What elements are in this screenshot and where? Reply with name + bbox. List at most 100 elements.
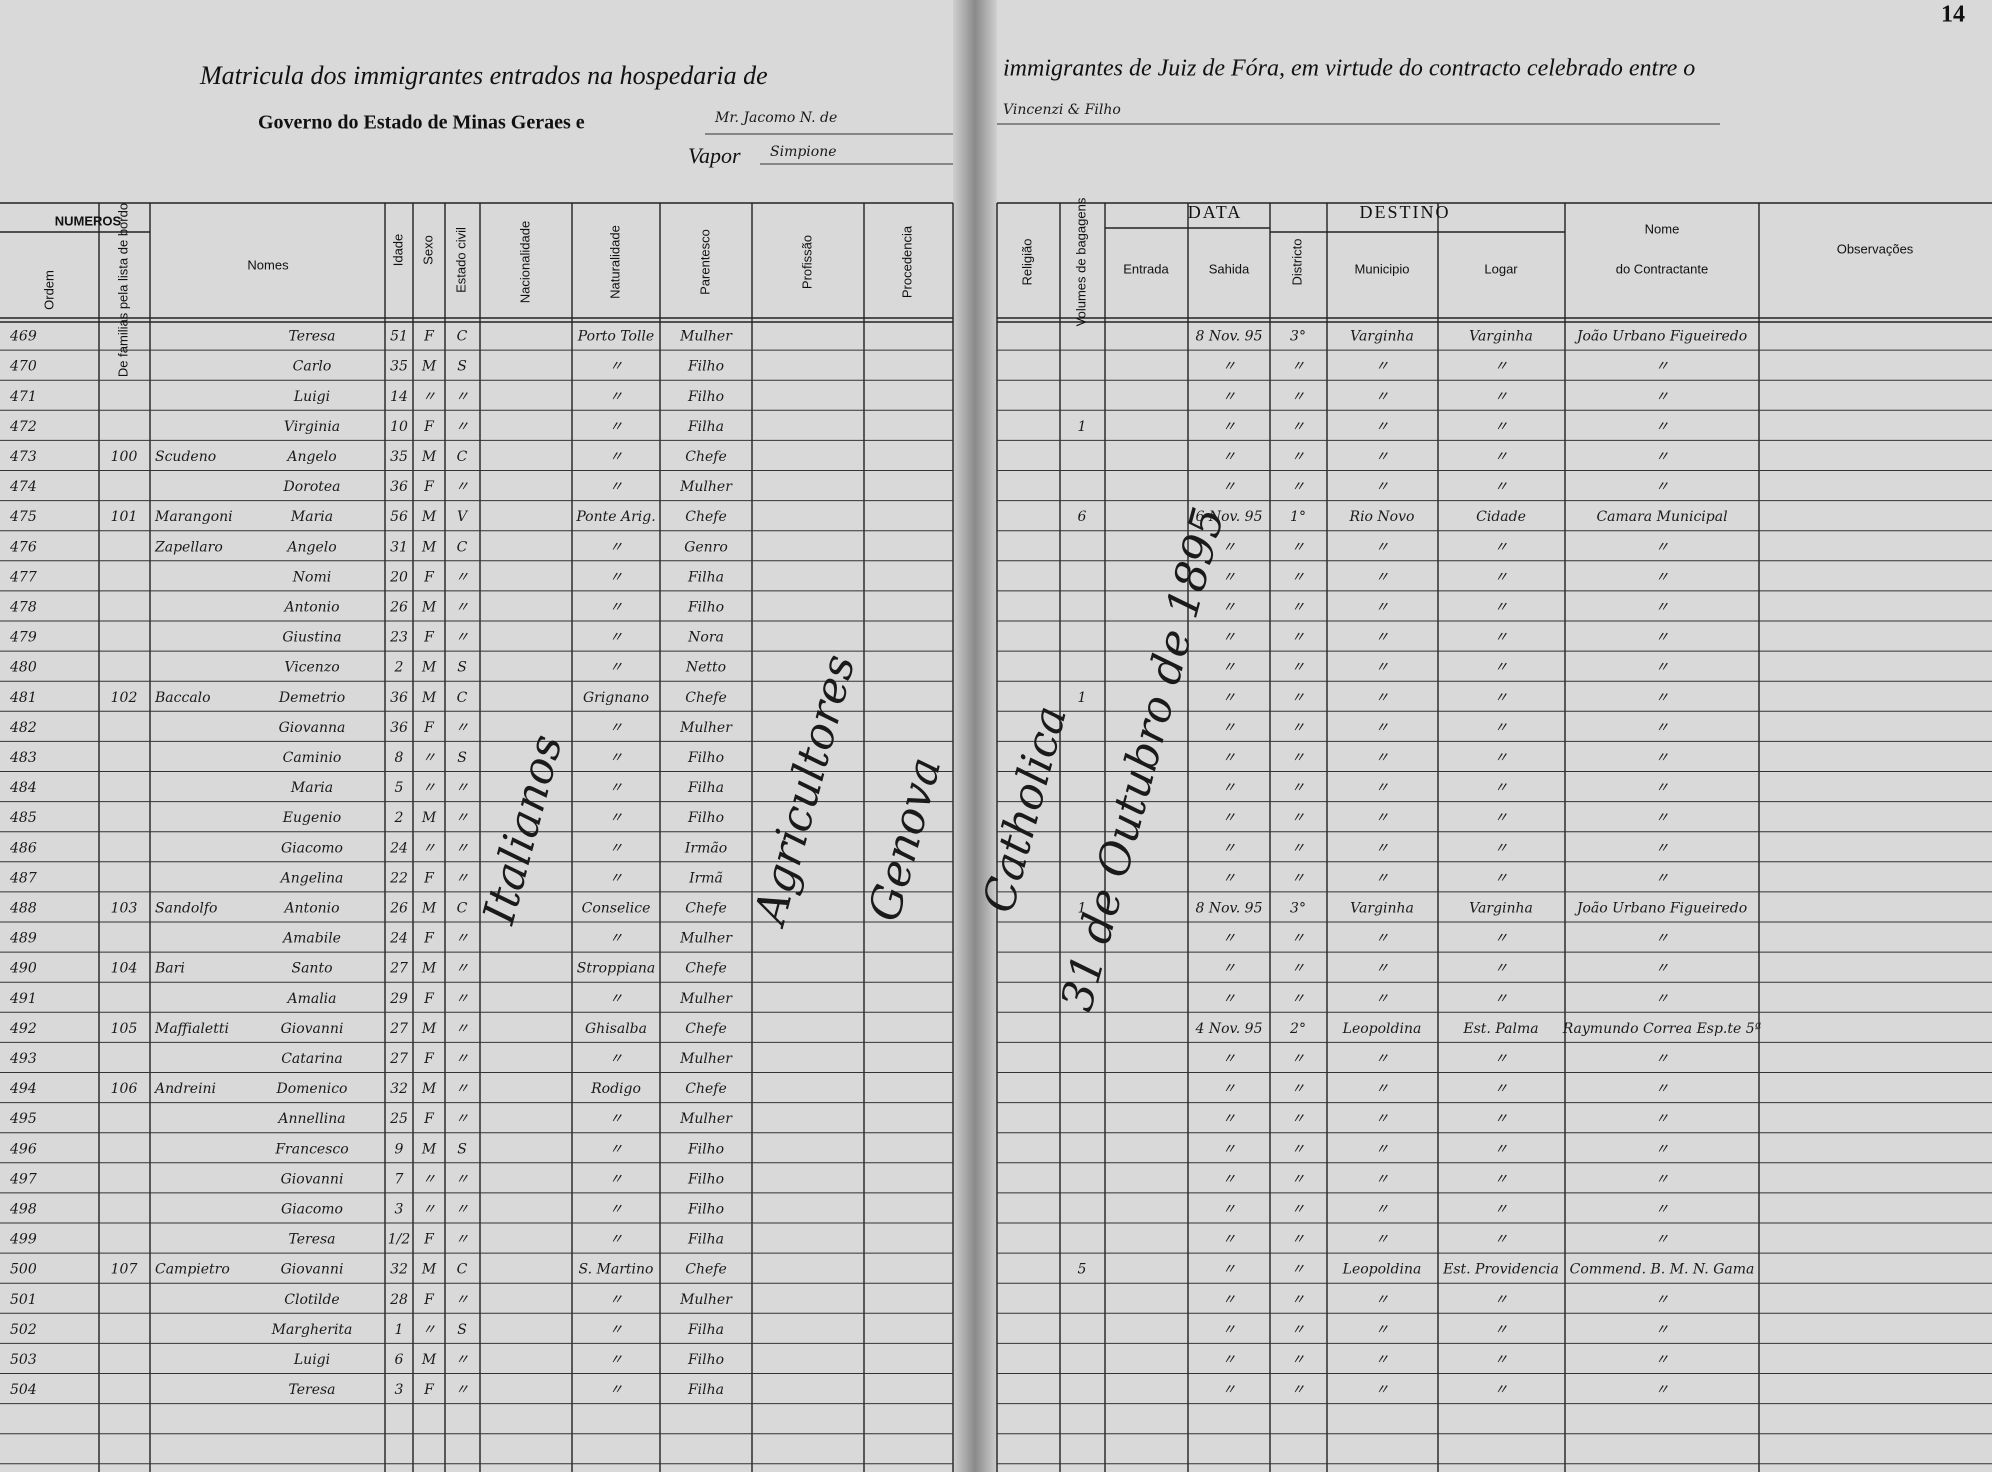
cell: 〃 (455, 780, 469, 796)
cell: 〃 (1494, 690, 1508, 706)
cell: 〃 (1494, 931, 1508, 947)
cell: Filha (687, 569, 724, 585)
cell: Giovanni (281, 1262, 344, 1278)
cell: 101 (111, 509, 138, 525)
cell: 〃 (455, 961, 469, 977)
cell: 36 (390, 479, 408, 495)
cell: 〃 (1291, 750, 1305, 766)
cell: 478 (9, 599, 37, 615)
cell: 〃 (1655, 1201, 1669, 1217)
cell: 〃 (1291, 569, 1305, 585)
cell: 502 (10, 1322, 37, 1338)
cell: 8 (395, 750, 404, 766)
cell: 〃 (1222, 931, 1236, 947)
cell: 〃 (1222, 389, 1236, 405)
cell: 〃 (1291, 1051, 1305, 1067)
cell: Luigi (293, 389, 330, 405)
cell: 〃 (1222, 539, 1236, 555)
cell: 〃 (609, 1111, 623, 1127)
cell: 〃 (1291, 660, 1305, 676)
cell: M (421, 961, 437, 977)
cell: 10 (390, 419, 408, 435)
cell: 1 (1078, 900, 1087, 916)
cell: 〃 (1655, 479, 1669, 495)
cell: 〃 (455, 840, 469, 856)
cell: Annellina (276, 1111, 345, 1127)
cell: 〃 (1375, 1322, 1389, 1338)
cell: Domenico (276, 1081, 348, 1097)
cell: 5 (395, 780, 404, 796)
cell: 27 (389, 1051, 408, 1067)
contractor-name: Mr. Jacomo N. de (714, 110, 837, 126)
cell: 〃 (1375, 1201, 1389, 1217)
cell: M (421, 599, 437, 615)
cell: 〃 (422, 1201, 436, 1217)
cell: Baccalo (154, 690, 211, 706)
cell: Carlo (293, 359, 332, 375)
cell: Bari (154, 961, 185, 977)
cell: 〃 (1494, 1382, 1508, 1398)
cell: Maria (290, 780, 333, 796)
cell: 〃 (1494, 1352, 1508, 1368)
cell: 28 (389, 1292, 408, 1308)
cell: 〃 (1375, 599, 1389, 615)
cell: Giustina (282, 630, 341, 646)
cell: 3° (1290, 329, 1306, 345)
cell: M (421, 509, 437, 525)
cell: 〃 (1222, 599, 1236, 615)
cell: 〃 (609, 1201, 623, 1217)
cell: Filha (687, 1232, 724, 1248)
cell: Virginia (284, 419, 340, 435)
cell: 2 (394, 810, 404, 826)
cell: Clotilde (284, 1292, 339, 1308)
cell: 475 (9, 509, 37, 525)
cell: M (421, 539, 437, 555)
cell: Filho (687, 750, 724, 766)
cell: Angelo (285, 449, 336, 465)
cell: F (423, 931, 435, 947)
cell: 〃 (455, 1111, 469, 1127)
cell: Demetrio (278, 690, 345, 706)
cell: 〃 (1655, 720, 1669, 736)
header: Logar (1484, 261, 1518, 276)
cell: S (457, 660, 467, 676)
cell: 〃 (1494, 780, 1508, 796)
cell: Irmã (688, 870, 723, 886)
cell: 〃 (1222, 1352, 1236, 1368)
cell: 〃 (1655, 359, 1669, 375)
cell: 〃 (1655, 1232, 1669, 1248)
cell: Amalia (285, 991, 336, 1007)
cell: 102 (111, 690, 138, 706)
cell: 〃 (1291, 931, 1305, 947)
cell: 〃 (1291, 870, 1305, 886)
cell: Eugenio (282, 810, 341, 826)
cell: 〃 (1291, 720, 1305, 736)
cell: F (423, 1382, 435, 1398)
cell: 〃 (1291, 1081, 1305, 1097)
cell: 3 (395, 1201, 404, 1217)
header: Naturalidade (607, 225, 622, 299)
book-fold (953, 0, 997, 1472)
cell: 〃 (1291, 1322, 1305, 1338)
cell: 499 (9, 1232, 37, 1248)
cell: 51 (390, 329, 408, 345)
cell: 〃 (609, 449, 623, 465)
cell: Filho (687, 1352, 724, 1368)
cell: 〃 (1291, 1382, 1305, 1398)
cell: Mulher (679, 991, 733, 1007)
header: Profissão (799, 235, 814, 289)
cell: 〃 (1222, 870, 1236, 886)
cell: F (423, 419, 435, 435)
cell: Est. Providencia (1442, 1262, 1559, 1278)
cell: 〃 (1222, 780, 1236, 796)
cell: 〃 (1375, 630, 1389, 646)
cell: 〃 (1222, 840, 1236, 856)
title-line2: Governo do Estado de Minas Geraes e (258, 112, 585, 134)
cell: 483 (9, 750, 37, 766)
cell: 〃 (455, 1021, 469, 1037)
cell: Varginha (1469, 329, 1533, 345)
cell: 〃 (1222, 1382, 1236, 1398)
cell: 〃 (1222, 479, 1236, 495)
cell: F (423, 569, 435, 585)
cell: 〃 (1655, 449, 1669, 465)
